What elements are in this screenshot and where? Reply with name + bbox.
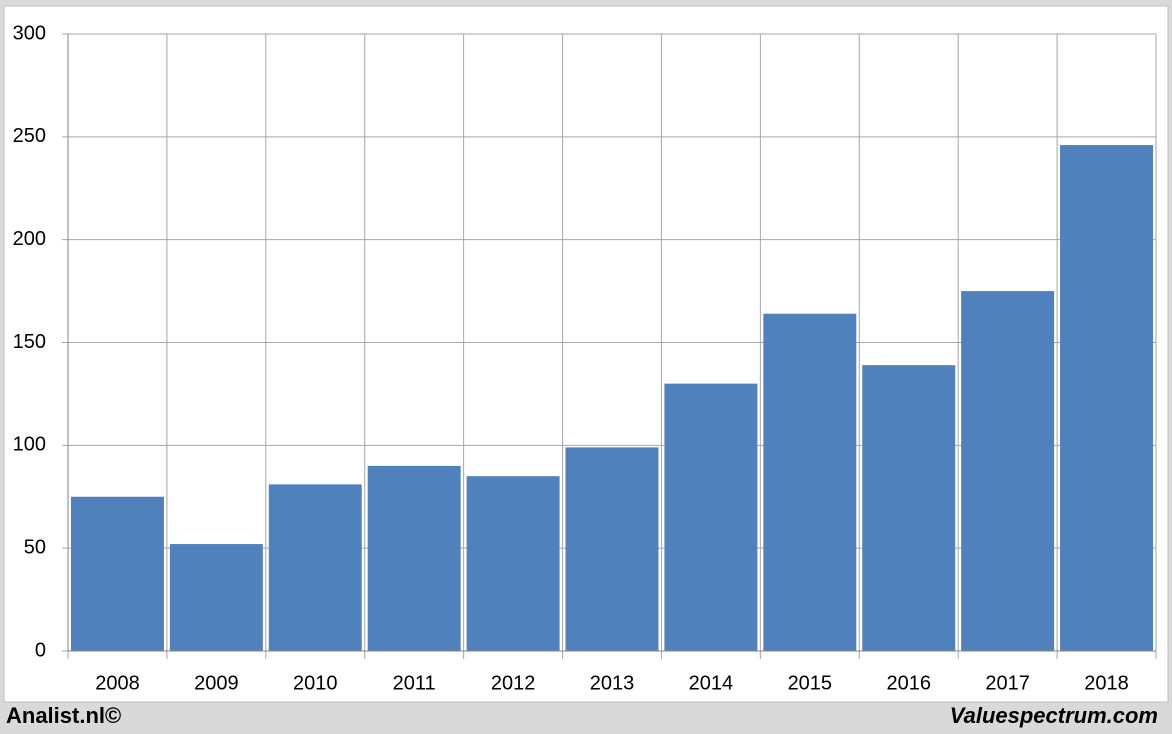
y-tick-label: 100 — [13, 434, 46, 456]
y-tick-label: 300 — [13, 22, 46, 44]
y-tick-label: 0 — [35, 639, 46, 661]
x-tick-label: 2008 — [95, 672, 140, 694]
y-tick-label: 150 — [13, 331, 46, 353]
x-tick-label: 2018 — [1084, 672, 1129, 694]
x-tick-label: 2017 — [985, 672, 1030, 694]
bar — [70, 496, 164, 651]
x-tick-label: 2010 — [293, 672, 338, 694]
x-tick-label: 2012 — [491, 672, 536, 694]
bar — [169, 544, 263, 651]
bar — [763, 313, 857, 651]
bar — [466, 476, 560, 651]
bar — [367, 465, 461, 651]
y-tick-label: 50 — [24, 536, 46, 558]
credit: Valuespectrum.com — [950, 703, 1158, 728]
x-tick-label: 2009 — [194, 672, 239, 694]
y-tick-label: 250 — [13, 125, 46, 147]
bar — [862, 365, 956, 651]
bar — [268, 484, 362, 651]
x-tick-label: 2016 — [886, 672, 931, 694]
y-tick-label: 200 — [13, 228, 46, 250]
x-tick-label: 2011 — [393, 672, 436, 694]
x-tick-label: 2014 — [689, 672, 734, 694]
x-tick-label: 2015 — [788, 672, 833, 694]
bar — [961, 291, 1055, 651]
bar — [565, 447, 659, 651]
bar — [664, 383, 758, 651]
source: Analist.nl© — [6, 703, 121, 728]
x-tick-label: 2013 — [590, 672, 635, 694]
bar — [1060, 145, 1154, 651]
